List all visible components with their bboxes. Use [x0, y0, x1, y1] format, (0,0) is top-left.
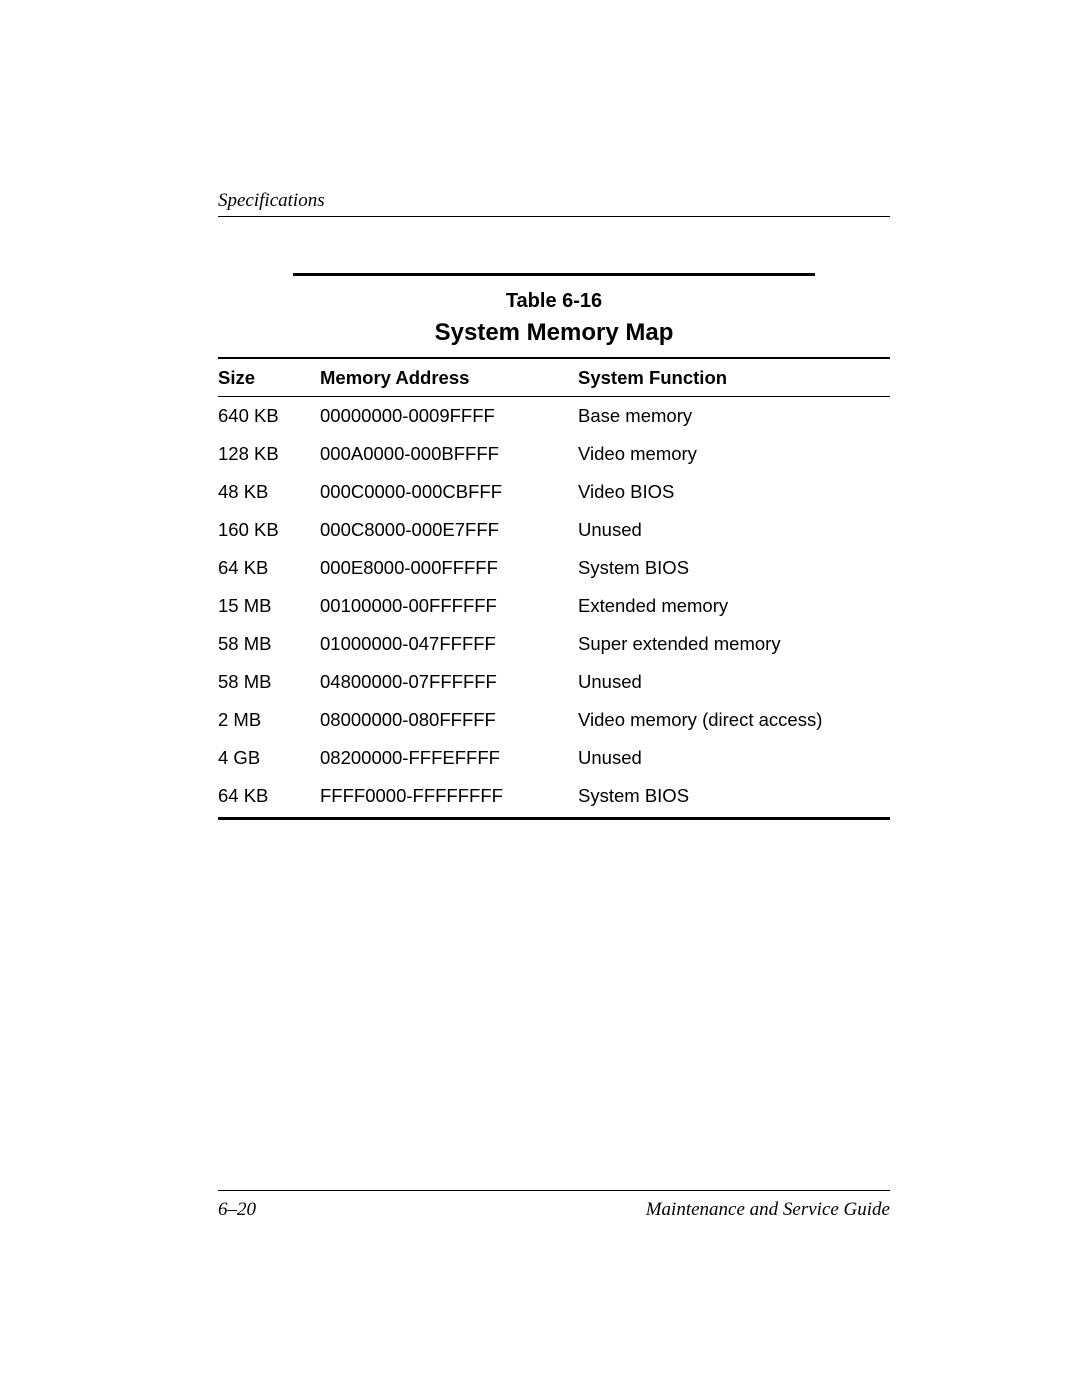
- section-label: Specifications: [218, 190, 325, 211]
- table-top-rule: [293, 273, 815, 276]
- cell-function: System BIOS: [578, 777, 890, 817]
- page-number: 6–20: [218, 1199, 256, 1221]
- cell-size: 48 KB: [218, 473, 320, 511]
- cell-address: 000A0000-000BFFFF: [320, 435, 578, 473]
- memory-map-table-wrap: Table 6-16 System Memory Map Size Memory…: [218, 273, 890, 820]
- cell-address: 000C8000-000E7FFF: [320, 511, 578, 549]
- table-row: 64 KB FFFF0000-FFFFFFFF System BIOS: [218, 777, 890, 817]
- table-row: 160 KB 000C8000-000E7FFF Unused: [218, 511, 890, 549]
- table-row: 64 KB 000E8000-000FFFFF System BIOS: [218, 549, 890, 587]
- table-row: 48 KB 000C0000-000CBFFF Video BIOS: [218, 473, 890, 511]
- cell-size: 4 GB: [218, 739, 320, 777]
- col-header-address: Memory Address: [320, 358, 578, 397]
- table-number: Table 6-16: [218, 290, 890, 313]
- cell-size: 64 KB: [218, 777, 320, 817]
- table-row: 15 MB 00100000-00FFFFFF Extended memory: [218, 587, 890, 625]
- cell-function: Super extended memory: [578, 625, 890, 663]
- table-body: 640 KB 00000000-0009FFFF Base memory 128…: [218, 397, 890, 818]
- table-row: 640 KB 00000000-0009FFFF Base memory: [218, 397, 890, 436]
- document-page: Specifications Table 6-16 System Memory …: [0, 0, 1080, 1397]
- table-header-row: Size Memory Address System Function: [218, 358, 890, 397]
- cell-address: 000E8000-000FFFFF: [320, 549, 578, 587]
- cell-function: Unused: [578, 739, 890, 777]
- table-row: 2 MB 08000000-080FFFFF Video memory (dir…: [218, 701, 890, 739]
- cell-size: 64 KB: [218, 549, 320, 587]
- table-row: 128 KB 000A0000-000BFFFF Video memory: [218, 435, 890, 473]
- cell-address: 08200000-FFFEFFFF: [320, 739, 578, 777]
- cell-address: FFFF0000-FFFFFFFF: [320, 777, 578, 817]
- cell-function: Unused: [578, 663, 890, 701]
- cell-address: 000C0000-000CBFFF: [320, 473, 578, 511]
- cell-function: Unused: [578, 511, 890, 549]
- cell-size: 160 KB: [218, 511, 320, 549]
- table-row: 58 MB 04800000-07FFFFFF Unused: [218, 663, 890, 701]
- col-header-function: System Function: [578, 358, 890, 397]
- cell-function: Extended memory: [578, 587, 890, 625]
- cell-function: System BIOS: [578, 549, 890, 587]
- cell-function: Video memory: [578, 435, 890, 473]
- table-title: System Memory Map: [218, 319, 890, 347]
- cell-function: Base memory: [578, 397, 890, 436]
- cell-size: 58 MB: [218, 663, 320, 701]
- cell-size: 640 KB: [218, 397, 320, 436]
- cell-address: 00100000-00FFFFFF: [320, 587, 578, 625]
- cell-size: 2 MB: [218, 701, 320, 739]
- col-header-size: Size: [218, 358, 320, 397]
- cell-function: Video memory (direct access): [578, 701, 890, 739]
- memory-map-table: Size Memory Address System Function 640 …: [218, 357, 890, 817]
- guide-title: Maintenance and Service Guide: [646, 1199, 890, 1221]
- table-row: 58 MB 01000000-047FFFFF Super extended m…: [218, 625, 890, 663]
- cell-function: Video BIOS: [578, 473, 890, 511]
- cell-size: 128 KB: [218, 435, 320, 473]
- cell-address: 00000000-0009FFFF: [320, 397, 578, 436]
- page-footer: 6–20 Maintenance and Service Guide: [218, 1190, 890, 1221]
- table-bottom-rule: [218, 817, 890, 820]
- cell-size: 15 MB: [218, 587, 320, 625]
- cell-address: 08000000-080FFFFF: [320, 701, 578, 739]
- cell-address: 01000000-047FFFFF: [320, 625, 578, 663]
- cell-size: 58 MB: [218, 625, 320, 663]
- running-header: Specifications: [218, 190, 890, 217]
- cell-address: 04800000-07FFFFFF: [320, 663, 578, 701]
- table-row: 4 GB 08200000-FFFEFFFF Unused: [218, 739, 890, 777]
